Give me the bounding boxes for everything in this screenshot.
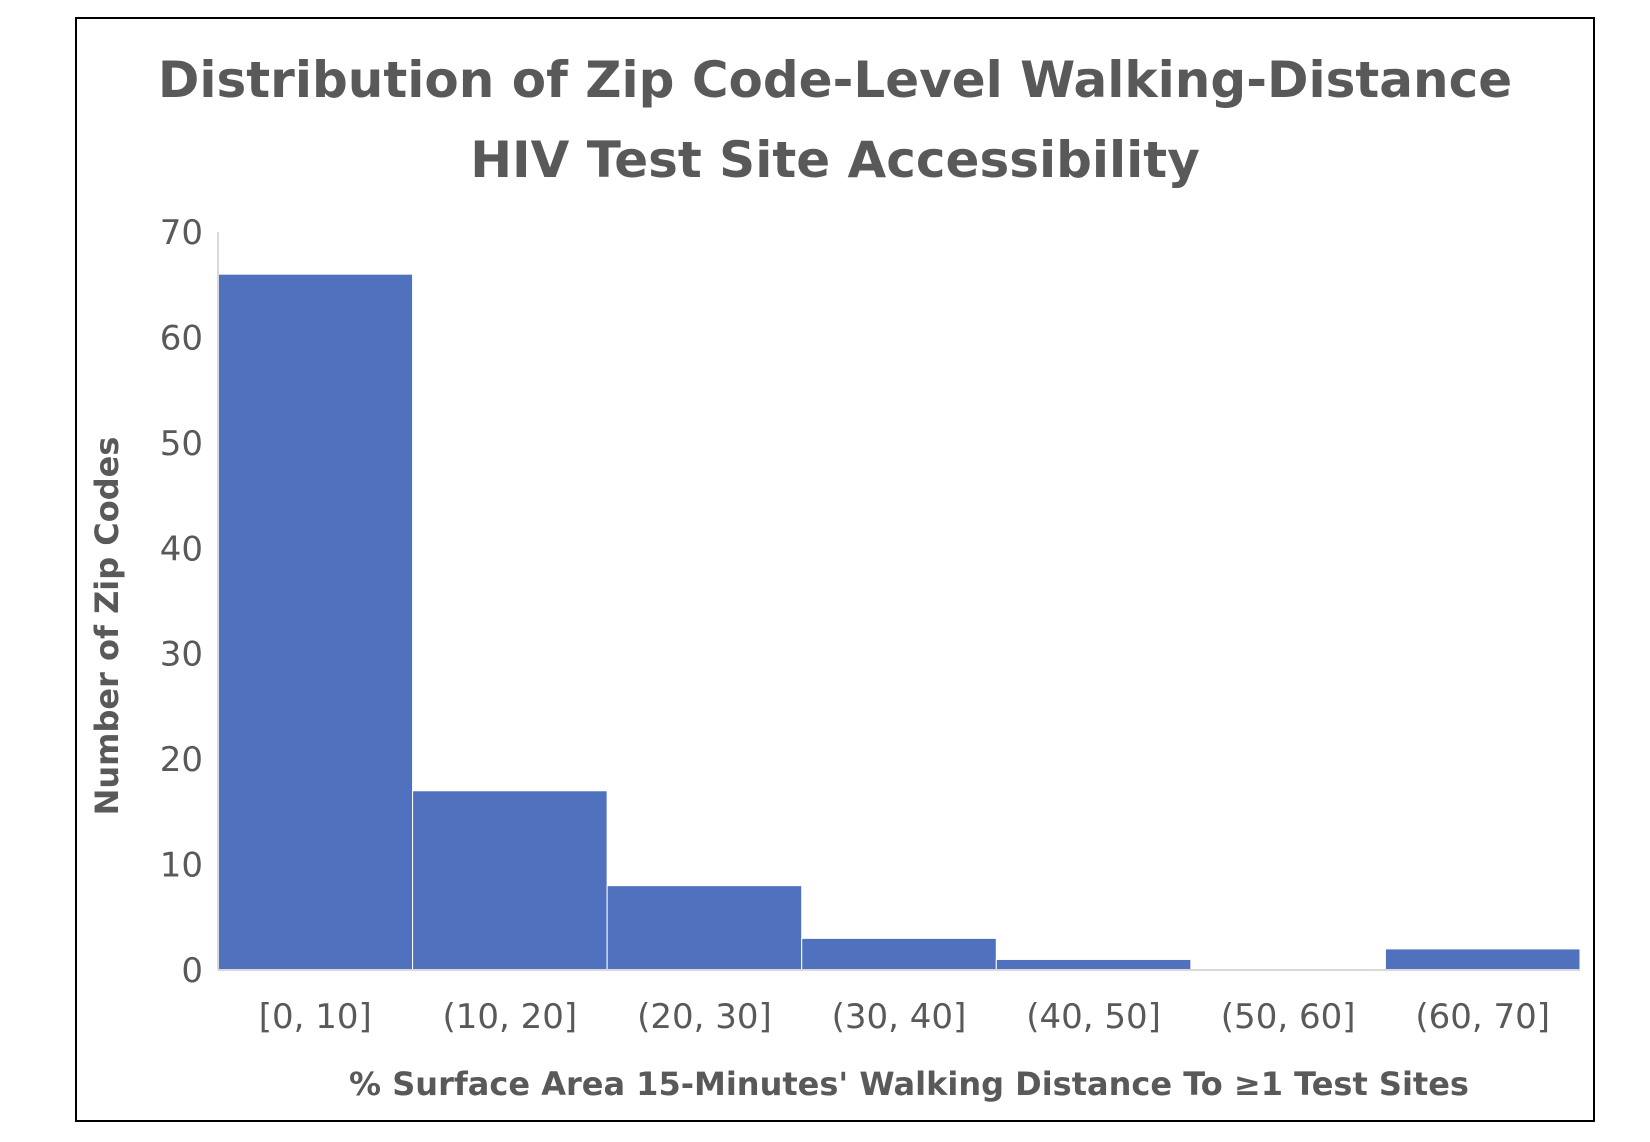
- bar-2: [606, 885, 803, 971]
- x-tick-label: [0, 10]: [259, 997, 372, 1037]
- bar-0: [217, 273, 414, 971]
- bar-4: [995, 958, 1192, 971]
- x-tick-label: (50, 60]: [1221, 997, 1356, 1037]
- y-tick-label: 60: [160, 318, 203, 358]
- x-tick-labels: [0, 10] (10, 20] (20, 30] (30, 40] (40, 50] (…: [259, 997, 1550, 1037]
- y-tick-label: 0: [181, 951, 203, 991]
- y-tick-labels: 0 10 20 30 40 50 60 70: [160, 213, 203, 991]
- bar-1: [412, 790, 608, 971]
- x-axis-title: % Surface Area 15-Minutes' Walking Dista…: [349, 1065, 1469, 1103]
- x-tick-label: (20, 30]: [637, 997, 772, 1037]
- y-tick-label: 10: [160, 846, 203, 886]
- x-tick-label: (30, 40]: [832, 997, 967, 1037]
- y-tick-label: 20: [160, 740, 203, 780]
- chart-title-line-1: Distribution of Zip Code-Level Walking-D…: [157, 51, 1513, 109]
- x-tick-label: (10, 20]: [443, 997, 578, 1037]
- x-tick-label: (40, 50]: [1026, 997, 1161, 1037]
- bar-6: [1384, 948, 1581, 971]
- bar-3: [801, 937, 997, 971]
- y-tick-label: 40: [160, 529, 203, 569]
- x-tick-label: (60, 70]: [1415, 997, 1550, 1037]
- chart-title-line-2: HIV Test Site Accessibility: [470, 131, 1200, 189]
- y-axis-title: Number of Zip Codes: [88, 437, 126, 816]
- bars-group: [217, 273, 1581, 971]
- chart-title: Distribution of Zip Code-Level Walking-D…: [75, 40, 1595, 200]
- y-tick-label: 30: [160, 635, 203, 675]
- y-tick-label: 70: [160, 213, 203, 253]
- y-tick-label: 50: [160, 424, 203, 464]
